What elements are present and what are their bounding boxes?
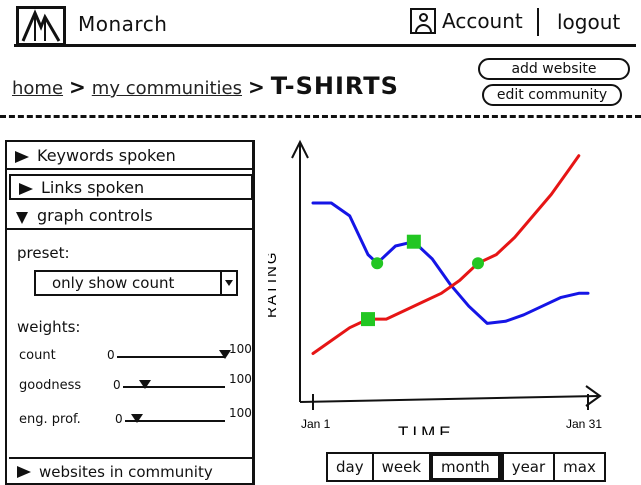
- time-range-week-button[interactable]: week: [371, 452, 430, 482]
- links-spoken-label: Links spoken: [41, 178, 145, 197]
- chart-axes: Jan 1 Jan 31: [291, 139, 602, 431]
- add-website-button[interactable]: add website: [478, 58, 630, 80]
- x-axis-label: TIME: [398, 423, 455, 435]
- page-title: T-SHIRTS: [270, 72, 399, 100]
- chart-series: [311, 154, 590, 355]
- weight-slider-goodness[interactable]: goodness 0 100: [19, 372, 255, 396]
- links-spoken-toggle[interactable]: Links spoken: [9, 174, 253, 200]
- data-point-marker: [361, 312, 375, 327]
- time-range-max-button[interactable]: max: [553, 452, 606, 482]
- data-point-marker: [371, 257, 384, 270]
- sidebar-panel: Keywords spoken Links spoken graph contr…: [5, 140, 255, 485]
- weight-name: count: [19, 348, 56, 363]
- x-axis-arrow-icon: [585, 385, 602, 407]
- x-tick-label: Jan 31: [566, 417, 602, 431]
- chevron-right-icon: >: [248, 75, 265, 99]
- series-line-1: [311, 154, 581, 355]
- weight-slider-count[interactable]: count 0 100: [19, 342, 255, 366]
- weight-max: 100: [229, 372, 252, 386]
- slider-thumb[interactable]: [219, 350, 231, 359]
- weight-min: 0: [115, 412, 123, 426]
- slider-track: [117, 356, 225, 358]
- chevron-right-icon: >: [69, 75, 86, 99]
- time-range-day-button[interactable]: day: [326, 452, 372, 482]
- section-divider: [0, 115, 641, 118]
- keywords-spoken-label: Keywords spoken: [37, 146, 176, 165]
- account-link[interactable]: Account: [442, 9, 523, 33]
- breadcrumb: home > my communities > T-SHIRTS: [12, 72, 399, 100]
- slider-thumb[interactable]: [131, 414, 143, 423]
- time-range-selector: day week month year max: [326, 452, 606, 482]
- weight-min: 0: [107, 348, 115, 362]
- weight-name: goodness: [19, 378, 82, 393]
- app-title: Monarch: [78, 12, 168, 36]
- time-range-month-button[interactable]: month: [429, 452, 502, 482]
- weight-max: 100: [229, 406, 252, 420]
- data-point-marker: [406, 234, 421, 249]
- series-line-0: [311, 201, 590, 325]
- y-axis-label: RATING: [268, 250, 280, 318]
- edit-community-button[interactable]: edit community: [482, 84, 622, 106]
- x-tick-label: Jan 1: [301, 417, 331, 431]
- triangle-right-icon: [17, 466, 31, 478]
- logo-glyph: [21, 9, 61, 42]
- preset-label: preset:: [17, 244, 70, 262]
- rating-time-chart: Jan 1 Jan 31 RATING TIME: [268, 139, 602, 435]
- triangle-right-icon: [19, 183, 33, 195]
- graph-controls-label: graph controls: [37, 206, 153, 225]
- header-rule: [14, 44, 636, 47]
- keywords-spoken-toggle[interactable]: Keywords spoken: [7, 144, 253, 170]
- weights-label: weights:: [17, 318, 81, 336]
- logout-link[interactable]: logout: [557, 10, 621, 34]
- weight-max: 100: [229, 342, 252, 356]
- data-point-marker: [472, 257, 484, 270]
- chart-markers: [361, 234, 484, 327]
- triangle-down-icon: [16, 212, 28, 224]
- header-divider: [537, 8, 539, 36]
- websites-in-community-label: websites in community: [39, 463, 213, 481]
- account-menu[interactable]: Account: [410, 8, 523, 34]
- user-icon: [410, 8, 436, 34]
- time-range-year-button[interactable]: year: [501, 452, 554, 482]
- preset-select[interactable]: only show count: [34, 270, 238, 296]
- slider-track: [123, 386, 225, 388]
- weight-name: eng. prof.: [19, 412, 81, 427]
- slider-track: [125, 420, 225, 422]
- monarch-logo-icon[interactable]: [16, 6, 66, 46]
- breadcrumb-home-link[interactable]: home: [12, 78, 64, 99]
- breadcrumb-communities-link[interactable]: my communities: [91, 78, 243, 99]
- slider-thumb[interactable]: [139, 380, 152, 389]
- websites-in-community-toggle[interactable]: websites in community: [9, 457, 253, 485]
- chevron-down-icon[interactable]: [220, 272, 236, 294]
- y-axis-arrow-icon: [291, 139, 309, 159]
- triangle-right-icon: [15, 151, 29, 163]
- preset-select-value: only show count: [52, 274, 175, 292]
- weight-min: 0: [113, 378, 121, 392]
- graph-controls-toggle[interactable]: graph controls: [7, 204, 253, 230]
- weight-slider-eng-prof[interactable]: eng. prof. 0 100: [19, 406, 255, 430]
- x-axis-line: [299, 395, 599, 403]
